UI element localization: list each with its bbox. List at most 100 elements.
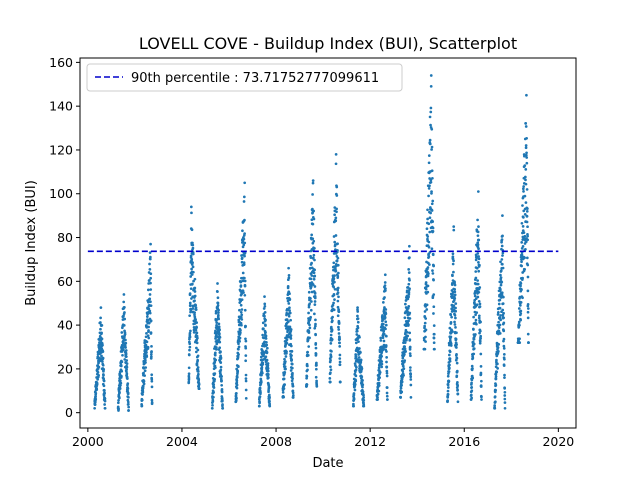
data-point [426,235,430,238]
data-point [290,379,294,383]
data-point [332,277,336,280]
data-point [329,368,333,372]
data-point [453,297,457,300]
data-point [380,362,384,366]
data-point [310,233,314,237]
data-point [524,178,527,182]
data-point [401,369,405,373]
data-point [125,359,129,362]
data-point [310,290,314,294]
data-point [307,345,311,348]
data-point [329,355,333,359]
data-point [430,127,434,131]
data-point [197,387,201,390]
data-point [385,350,388,353]
data-point [261,321,265,325]
data-point [431,253,435,257]
data-point [425,308,429,311]
data-point [143,374,146,377]
data-point [122,300,126,304]
data-point [288,297,292,301]
data-point [333,274,336,277]
data-point [452,259,455,263]
data-point [235,379,239,383]
data-point [315,361,318,365]
data-point [476,218,479,222]
data-point [189,309,193,312]
data-point [285,341,289,345]
data-point [124,338,127,342]
data-point [354,341,358,345]
data-point [472,347,476,350]
data-point [472,337,476,341]
data-point [258,386,262,390]
data-point [526,307,530,310]
data-point [189,254,193,258]
x-axis-ticks: 2000 2004 2008 2012 2016 2020 [72,428,574,449]
data-point [213,353,217,357]
data-point [103,399,107,403]
data-point [377,389,381,393]
data-point [291,377,294,380]
data-point [501,266,505,270]
data-point [240,308,244,311]
data-point [478,305,482,308]
data-point [117,407,120,411]
data-point [236,355,240,359]
data-point [455,353,458,356]
data-point [455,369,459,373]
data-point [188,345,192,349]
data-point [288,311,292,315]
data-point [217,338,221,341]
data-point [329,365,332,369]
data-point [308,326,312,330]
data-point [329,359,332,362]
data-point [100,337,104,341]
data-point [265,340,268,344]
data-point [307,290,311,294]
data-point [334,234,338,237]
data-point [500,291,504,295]
data-point [501,308,505,312]
data-point [480,379,483,383]
data-point [240,256,244,260]
data-point [384,287,387,290]
data-point [449,342,453,345]
data-point [150,355,153,359]
data-point [334,269,338,273]
data-point [314,367,318,371]
data-point [380,365,384,369]
data-point [265,343,269,347]
data-point [244,396,248,400]
data-point [479,337,482,340]
data-point [502,337,506,341]
data-point [453,281,456,285]
data-point [216,301,220,305]
data-point [355,333,359,336]
data-point [213,351,217,355]
data-point [150,373,154,377]
data-point [148,297,152,301]
data-point [309,315,312,319]
data-point [306,354,310,357]
data-point [354,379,358,383]
data-point [470,386,474,389]
data-point [425,227,429,231]
data-point [362,398,366,402]
data-point [502,316,506,320]
data-point [335,185,339,189]
data-point [291,391,295,395]
data-point [193,299,196,303]
data-point [308,302,311,306]
data-point [384,327,387,331]
data-point [187,366,191,370]
data-point [424,335,427,339]
data-point [376,396,379,399]
data-point [476,252,480,255]
data-point [99,321,102,324]
data-point [520,260,523,264]
y-tick-label: 100 [49,186,73,201]
data-point [120,331,124,334]
data-point [127,395,130,399]
data-point [118,396,121,400]
